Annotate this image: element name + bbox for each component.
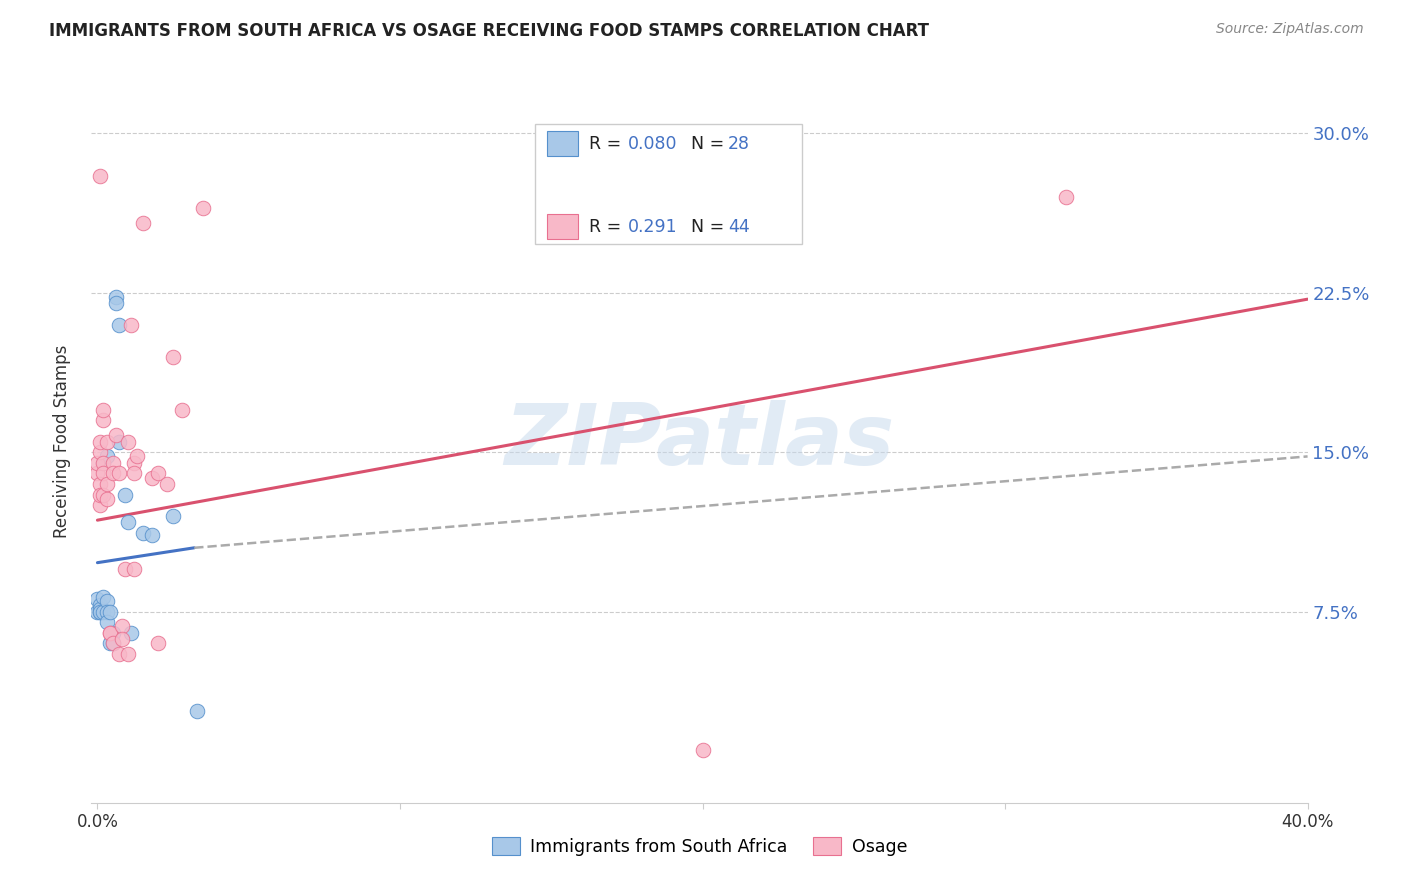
Point [93, 590, 115, 604]
Point [93, 413, 115, 427]
Text: R =: R = [589, 135, 627, 153]
Point [89, 602, 111, 616]
Point [96, 605, 118, 619]
Point [104, 290, 127, 304]
Point [86, 605, 108, 619]
Point [1054, 190, 1077, 204]
Point [89, 434, 111, 449]
Point [89, 488, 111, 502]
Text: N =: N = [692, 218, 730, 235]
Text: 0.291: 0.291 [628, 218, 678, 235]
Point [117, 434, 139, 449]
Point [98, 625, 121, 640]
Text: 0.080: 0.080 [628, 135, 678, 153]
Point [146, 467, 169, 481]
Y-axis label: Receiving Food Stamps: Receiving Food Stamps [52, 345, 70, 538]
Point [98, 605, 121, 619]
Point [96, 477, 118, 491]
Point [86, 467, 108, 481]
Text: N =: N = [692, 135, 730, 153]
Point [125, 450, 148, 464]
Point [104, 296, 127, 310]
Text: IMMIGRANTS FROM SOUTH AFRICA VS OSAGE RECEIVING FOOD STAMPS CORRELATION CHART: IMMIGRANTS FROM SOUTH AFRICA VS OSAGE RE… [49, 22, 929, 40]
Point [89, 598, 111, 612]
Point [101, 636, 124, 650]
Point [93, 488, 115, 502]
Point [117, 647, 139, 661]
Point [120, 318, 142, 332]
Point [96, 450, 118, 464]
Point [692, 742, 714, 756]
Point [172, 402, 194, 417]
Text: 28: 28 [728, 135, 749, 153]
Point [107, 467, 129, 481]
Point [89, 169, 111, 183]
Text: R =: R = [589, 218, 633, 235]
Point [89, 477, 111, 491]
Point [114, 488, 136, 502]
Point [96, 491, 118, 506]
Point [93, 402, 115, 417]
Point [122, 456, 145, 470]
Point [107, 647, 129, 661]
Point [120, 625, 142, 640]
Point [89, 498, 111, 512]
Point [86, 456, 108, 470]
Point [193, 201, 215, 215]
Point [101, 636, 124, 650]
Point [93, 456, 115, 470]
Point [98, 625, 121, 640]
Point [111, 632, 134, 647]
Point [156, 477, 179, 491]
Point [104, 428, 127, 442]
Point [146, 636, 169, 650]
Point [89, 605, 111, 619]
Point [93, 605, 115, 619]
Point [101, 625, 124, 640]
Point [114, 562, 136, 576]
Point [107, 434, 129, 449]
Point [162, 508, 184, 523]
Point [132, 216, 155, 230]
Point [122, 467, 145, 481]
Text: 44: 44 [728, 218, 749, 235]
Text: ZIPatlas: ZIPatlas [505, 400, 894, 483]
Point [107, 318, 129, 332]
Point [117, 516, 139, 530]
Point [89, 445, 111, 459]
Point [96, 615, 118, 630]
Text: Source: ZipAtlas.com: Source: ZipAtlas.com [1216, 22, 1364, 37]
Point [89, 605, 111, 619]
Point [141, 471, 163, 485]
Point [162, 350, 184, 364]
Point [122, 562, 145, 576]
Point [93, 456, 115, 470]
Point [96, 594, 118, 608]
Point [96, 434, 118, 449]
Point [98, 636, 121, 650]
Point [86, 591, 108, 606]
Legend: Immigrants from South Africa, Osage: Immigrants from South Africa, Osage [485, 830, 914, 863]
Point [186, 705, 208, 719]
Point [93, 467, 115, 481]
Point [141, 528, 163, 542]
Point [111, 619, 134, 633]
Point [101, 467, 124, 481]
Point [101, 456, 124, 470]
Point [132, 525, 155, 540]
